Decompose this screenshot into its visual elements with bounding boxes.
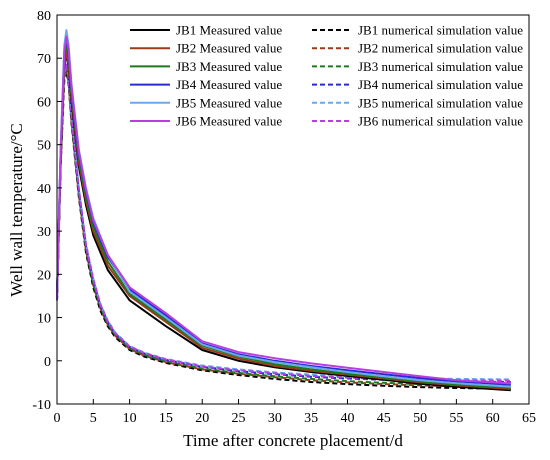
- series-line-5: [56, 29, 511, 388]
- x-tick-label: 55: [449, 411, 463, 426]
- legend: JB1 Measured value JB2 Measured value JB3 …: [130, 23, 523, 129]
- legend-label: JB3 Measured value: [176, 59, 282, 74]
- x-tick-label: 15: [159, 411, 173, 426]
- legend-label: JB6 numerical simulation value: [358, 114, 523, 129]
- y-tick-label: 30: [37, 225, 51, 240]
- legend-label: JB2 Measured value: [176, 41, 282, 56]
- series-line-12: [56, 62, 511, 382]
- x-tick-label: 40: [340, 411, 354, 426]
- y-tick-label: -10: [32, 398, 51, 413]
- legend-label: JB1 Measured value: [176, 23, 282, 38]
- ticks-layer: 0 5 10 15 20 25 30 35 40 45 50 55 60 65-1001020304050…: [32, 9, 536, 426]
- legend-label: JB3 numerical simulation value: [358, 59, 523, 74]
- x-tick-label: 10: [123, 411, 137, 426]
- legend-label: JB5 numerical simulation value: [358, 95, 523, 110]
- plot-frame: [56, 14, 530, 405]
- y-tick-label: 60: [37, 95, 51, 110]
- y-tick-label: 80: [37, 9, 51, 24]
- x-tick-label: 30: [268, 411, 282, 426]
- x-tick-label: 5: [90, 411, 97, 426]
- y-tick-label: 0: [44, 355, 51, 370]
- legend-label: JB1 numerical simulation value: [358, 23, 523, 38]
- x-axis-label: Time after concrete placement/d: [183, 431, 403, 450]
- y-tick-label: 70: [37, 52, 51, 67]
- legend-label: JB6 Measured value: [176, 114, 282, 129]
- x-tick-label: 45: [377, 411, 391, 426]
- legend-label: JB5 Measured value: [176, 95, 282, 110]
- y-tick-label: 20: [37, 268, 51, 283]
- y-tick-label: 40: [37, 182, 51, 197]
- legend-label: JB4 numerical simulation value: [358, 77, 523, 92]
- legend-label: JB2 numerical simulation value: [358, 41, 523, 56]
- x-tick-label: 60: [486, 411, 500, 426]
- x-tick-label: 20: [195, 411, 209, 426]
- series-line-3: [56, 44, 511, 389]
- x-tick-label: 50: [413, 411, 427, 426]
- y-axis-label: Well wall temperature/°C: [7, 123, 26, 296]
- series-line-6: [56, 35, 511, 385]
- x-tick-label: 25: [232, 411, 246, 426]
- series-layer: [56, 29, 511, 392]
- x-tick-label: 0: [54, 411, 61, 426]
- y-tick-label: 50: [37, 139, 51, 154]
- x-tick-label: 35: [304, 411, 318, 426]
- series-line-10: [56, 63, 511, 383]
- x-tick-label: 65: [522, 411, 536, 426]
- y-tick-label: 10: [37, 312, 51, 327]
- legend-label: JB4 Measured value: [176, 77, 282, 92]
